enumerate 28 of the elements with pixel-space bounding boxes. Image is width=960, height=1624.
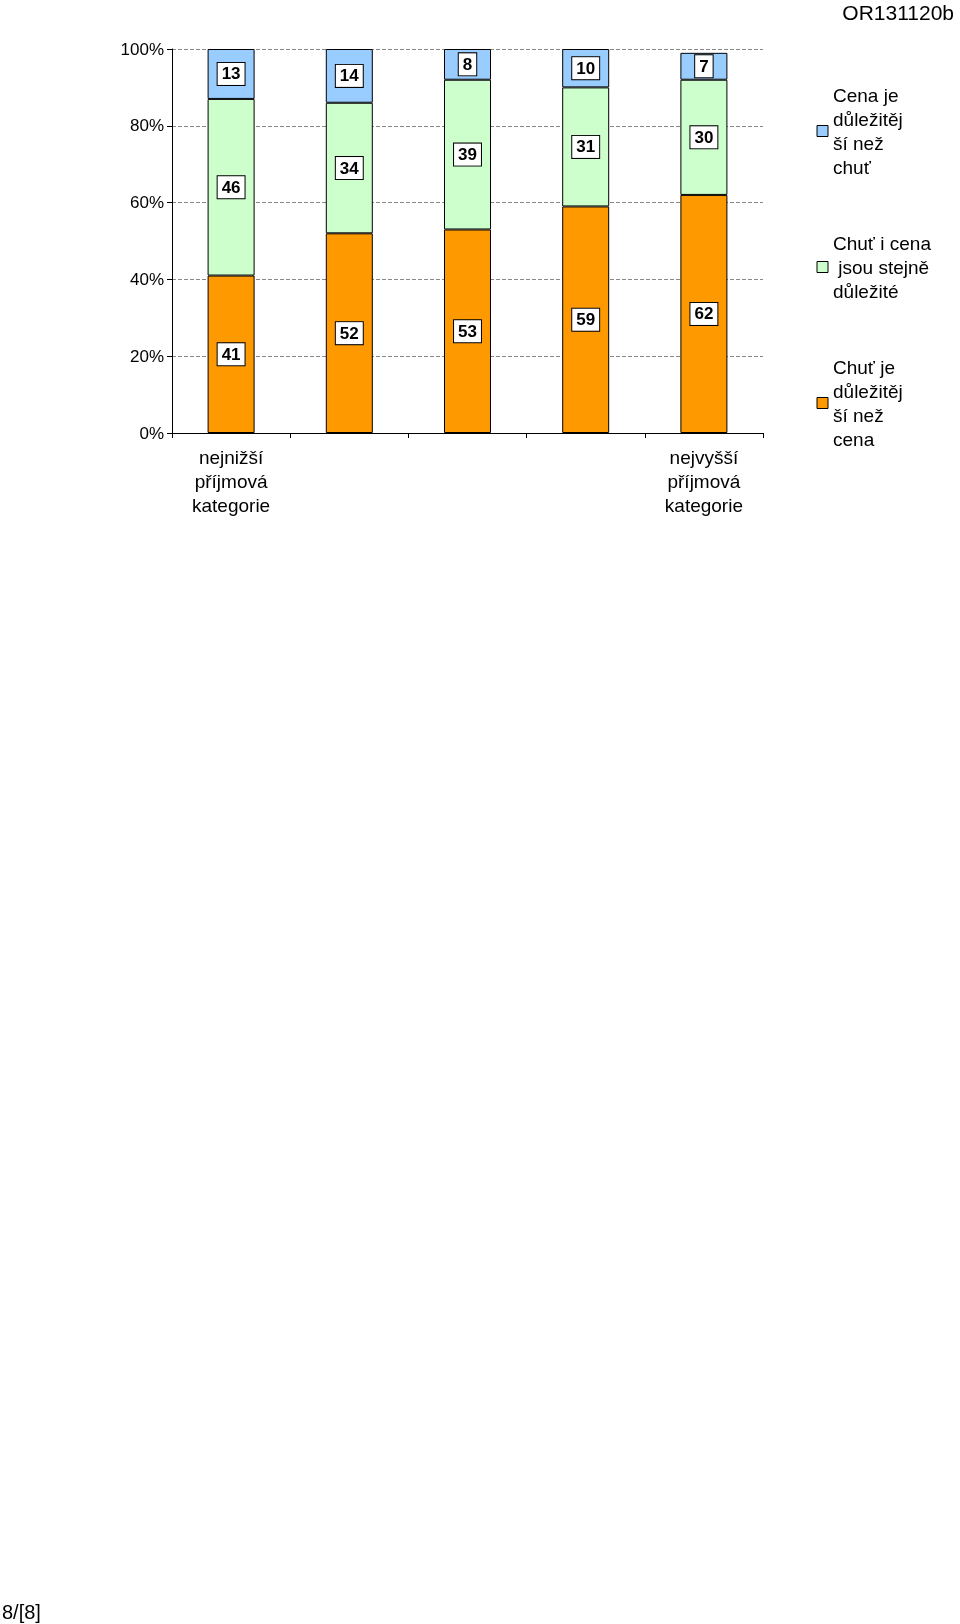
y-tick-label: 40% — [129, 269, 164, 289]
y-tick-label: 80% — [129, 116, 164, 136]
legend-label: Chuť je důležitější než cena — [833, 356, 903, 450]
data-label: 52 — [339, 323, 359, 343]
data-label: 14 — [339, 66, 360, 86]
y-tick-label: 20% — [129, 346, 164, 366]
data-label: 7 — [699, 56, 709, 76]
data-label: 10 — [576, 58, 596, 78]
data-label: 46 — [221, 177, 241, 197]
y-tick-label: 60% — [129, 193, 164, 213]
data-label: 39 — [458, 145, 477, 165]
text: 8/[8] — [2, 1601, 41, 1623]
data-label: 34 — [339, 158, 360, 178]
text: OR131120b — [842, 1, 955, 24]
x-tick-label: nejnižší příjmová kategorie — [192, 446, 271, 516]
data-label: 62 — [694, 304, 714, 324]
data-label: 31 — [576, 137, 596, 157]
data-label: 13 — [221, 64, 241, 84]
data-label: 59 — [576, 310, 596, 330]
data-label: 30 — [694, 127, 714, 147]
data-label: 41 — [221, 344, 241, 364]
legend-label: Cena je důležitější než chuť — [833, 84, 904, 178]
x-tick-label: nejvyšší příjmová kategorie — [664, 446, 743, 516]
legend-label: Chuť i cena jsou stejně důležité — [833, 232, 935, 302]
y-tick-label: 100% — [120, 39, 164, 59]
y-tick-label: 0% — [139, 423, 164, 443]
data-label: 8 — [462, 54, 473, 74]
data-label: 53 — [458, 321, 477, 341]
